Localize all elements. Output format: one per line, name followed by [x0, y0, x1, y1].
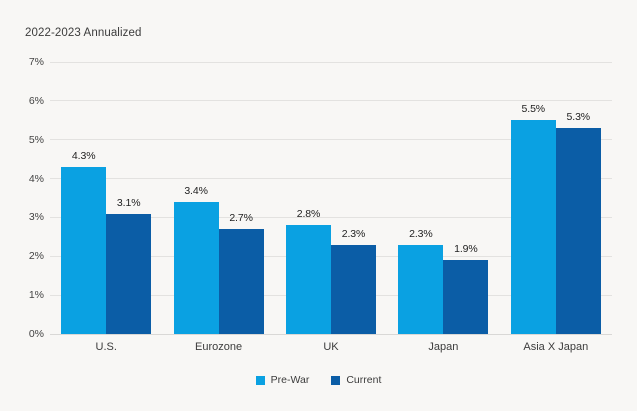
- bar-current-japan: [443, 260, 489, 334]
- bar-value-label-current-japan: 1.9%: [454, 243, 478, 256]
- bar-value-label-pre-war-u-s: 4.3%: [71, 149, 96, 162]
- gridline-7%: [50, 61, 612, 63]
- legend-label-pre-war: Pre-War: [270, 374, 310, 386]
- chart-title: 2022-2023 Annualized: [25, 27, 142, 39]
- bar-current-u-s: [106, 213, 152, 334]
- bar-current-asia-x-japan: [555, 128, 601, 334]
- y-tick-label-5%: 5%: [28, 133, 44, 146]
- legend-label-current: Current: [346, 374, 382, 386]
- bar-value-label-pre-war-asia-x-japan: 5.5%: [521, 103, 546, 116]
- y-tick-label-4%: 4%: [28, 172, 44, 185]
- y-tick-label-3%: 3%: [28, 211, 44, 224]
- legend-item-current: Current: [331, 374, 381, 386]
- bar-value-label-pre-war-japan: 2.3%: [409, 227, 433, 240]
- bar-pre-war-eurozone: [173, 201, 219, 334]
- y-tick-label-2%: 2%: [28, 250, 44, 263]
- bar-current-eurozone: [218, 229, 264, 334]
- y-axis: 0% 1% 2% 3% 4% 5% 6% 7%: [0, 56, 44, 340]
- category-label-eurozone: Eurozone: [195, 341, 243, 353]
- y-tick-label-6%: 6%: [28, 94, 44, 107]
- category-label-japan: Japan: [428, 341, 459, 353]
- legend-swatch-current: [331, 375, 341, 385]
- y-tick-label-7%: 7%: [28, 56, 44, 68]
- bar-pre-war-u-s: [61, 166, 107, 334]
- plot-area: 4.3% 3.1% 3.4% 2.7% 2.8% 2.3% 2.3% 1.9% 5.5% 5.3%: [50, 61, 612, 335]
- y-tick-label-0%: 0%: [28, 328, 44, 340]
- bar-value-label-current-uk: 2.3%: [341, 227, 366, 240]
- bar-pre-war-japan: [398, 244, 444, 334]
- gridline-4%: [50, 178, 612, 180]
- bar-value-label-current-u-s: 3.1%: [116, 196, 141, 209]
- category-label-asia-x-japan: Asia X Japan: [523, 341, 589, 353]
- legend-item-pre-war: Pre-War: [255, 374, 310, 386]
- category-label-u-s: U.S.: [95, 341, 117, 353]
- gridline-6%: [50, 100, 612, 102]
- y-tick-label-1%: 1%: [28, 289, 44, 302]
- category-label-uk: UK: [323, 341, 339, 353]
- legend-swatch-pre-war: [255, 375, 265, 385]
- bars-layer: 4.3% 3.1% 3.4% 2.7% 2.8% 2.3% 2.3% 1.9% 5.5% 5.3%: [50, 62, 612, 334]
- bar-value-label-pre-war-uk: 2.8%: [296, 208, 321, 221]
- gridline-3%: [50, 216, 612, 218]
- bar-value-label-current-asia-x-japan: 5.3%: [566, 111, 591, 124]
- gridline-0%: [50, 333, 612, 335]
- bar-pre-war-uk: [286, 225, 331, 334]
- bar-value-label-current-eurozone: 2.7%: [229, 212, 253, 225]
- legend: Pre-War Current: [0, 374, 637, 386]
- bar-pre-war-asia-x-japan: [510, 120, 556, 334]
- gridline-5%: [50, 139, 612, 141]
- bar-current-uk: [331, 244, 376, 334]
- x-axis: U.S. Eurozone UK Japan Asia X Japan: [50, 341, 612, 357]
- bar-value-label-pre-war-eurozone: 3.4%: [184, 184, 208, 197]
